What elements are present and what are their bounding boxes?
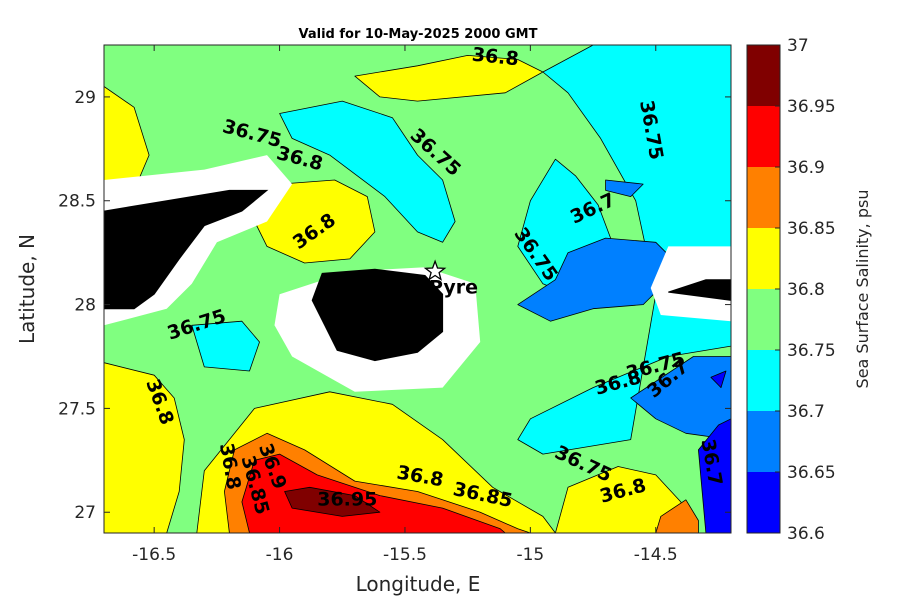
colorbar-tick-label: 36.65 [787, 463, 836, 483]
contour-region [630, 356, 731, 441]
x-axis-ticks: -16.5 -16 -15.5 -15 -14.5 [132, 45, 678, 565]
y-tick-label: 27.5 [58, 399, 96, 419]
colorbar-tick-label: 36.7 [787, 402, 825, 422]
y-tick-label: 29 [74, 88, 96, 108]
y-tick-label: 28 [74, 296, 96, 316]
contour-region [655, 499, 699, 533]
contour-region [241, 453, 506, 533]
contour-region [284, 486, 381, 517]
colorbar-label: Sea Surface Salinity, psu [853, 190, 872, 389]
contour-region [104, 86, 150, 202]
x-tick-label: -15 [516, 545, 544, 565]
star-marker-icon [423, 259, 447, 281]
colorbar-tick-label: 36.75 [787, 341, 836, 361]
colorbar-swatch [747, 106, 780, 167]
y-axis-ticks: 27 27.5 28 28.5 29 [58, 88, 731, 523]
plot-frame [103, 44, 732, 534]
y-tick-label: 27 [74, 503, 96, 523]
contour-region [698, 418, 731, 533]
colorbar-tick-label: 36.8 [787, 280, 825, 300]
contour-region [555, 466, 694, 533]
colorbar: 37 36.95 36.9 36.85 36.8 36.75 36.7 36.65 36.6 [746, 36, 836, 544]
y-tick-label: 28.5 [58, 192, 96, 212]
colorbar-tick-label: 37 [787, 36, 809, 56]
marker-label: Pyre [429, 276, 478, 298]
contour-region [517, 45, 731, 455]
location-marker: Pyre [423, 259, 478, 298]
colorbar-swatch [747, 45, 780, 106]
no-data-area [650, 246, 731, 322]
land-masses [104, 189, 731, 362]
x-tick-label: -14.5 [634, 545, 678, 565]
chart-title: Valid for 10-May-2025 2000 GMT [299, 27, 538, 42]
contour-region [104, 362, 185, 533]
contour-region [279, 100, 456, 243]
colorbar-tick-label: 36.6 [787, 524, 825, 544]
y-axis-label: Latitude, N [15, 234, 39, 344]
contour-region [710, 370, 727, 389]
colorbar-swatch [747, 411, 780, 472]
contour-label: 36.95 [317, 488, 377, 510]
island [311, 268, 444, 362]
x-tick-label: -16.5 [132, 545, 176, 565]
colorbar-tick-label: 36.85 [787, 219, 836, 239]
x-tick-label: -16 [266, 545, 294, 565]
island [668, 279, 731, 301]
colorbar-swatch [747, 472, 780, 533]
colorbar-swatch [747, 167, 780, 228]
colorbar-tick-label: 36.95 [787, 97, 836, 117]
island [104, 189, 269, 310]
colorbar-swatch [747, 350, 780, 411]
contour-label: 36.8 [471, 44, 520, 71]
contour-region [605, 179, 644, 198]
contour-region [191, 320, 260, 372]
colorbar-tick-label: 36.9 [787, 158, 825, 178]
colorbar-swatch [747, 228, 780, 289]
x-axis-label: Longitude, E [356, 572, 481, 596]
x-tick-label: -15.5 [383, 545, 427, 565]
colorbar-swatch [747, 289, 780, 350]
